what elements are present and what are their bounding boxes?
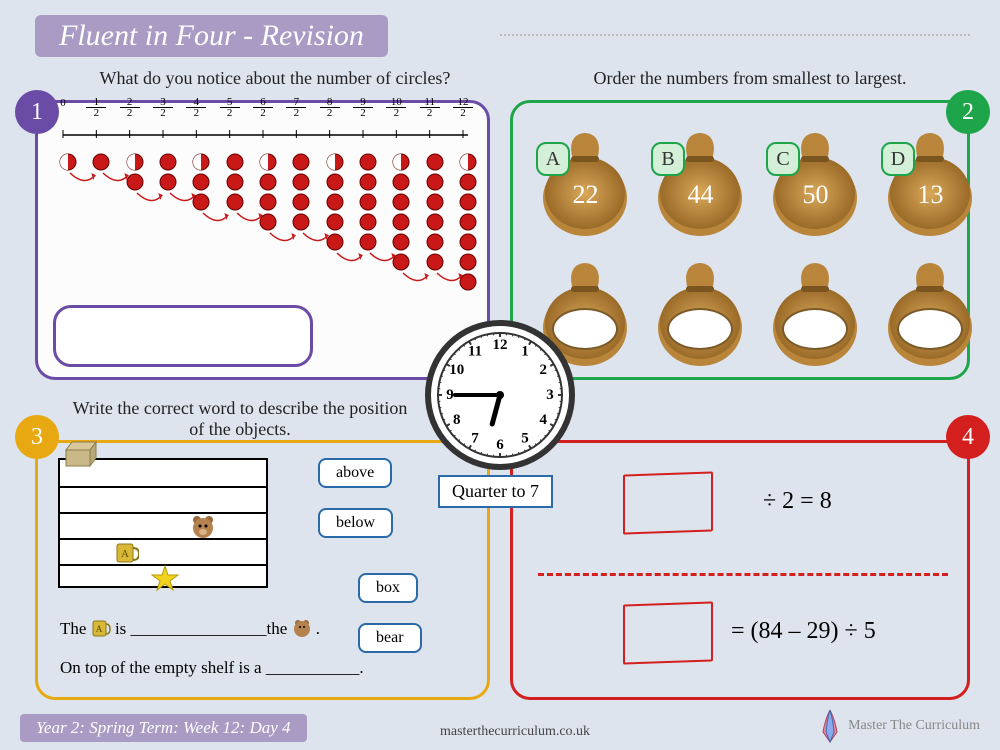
answer-box-1[interactable] — [623, 471, 713, 534]
star-icon — [150, 564, 180, 592]
svg-text:9: 9 — [446, 387, 454, 403]
svg-text:2: 2 — [540, 362, 548, 378]
mug-icon: A — [115, 540, 139, 564]
panel2: A22B44C50D13 — [510, 100, 970, 380]
svg-text:1: 1 — [521, 344, 529, 360]
panel3-prompt: Write the correct word to describe the p… — [70, 398, 410, 440]
clock: 12 12 3 45 6 78 9 1011 — [425, 320, 575, 470]
bag-A[interactable]: A22 — [538, 128, 633, 238]
bag-B[interactable]: B44 — [653, 128, 748, 238]
sentence-2: On top of the empty shelf is a _________… — [60, 658, 364, 678]
badge-2: 2 — [946, 90, 990, 134]
svg-text:4: 4 — [540, 412, 548, 428]
logo: Master The Curriculum — [815, 708, 980, 744]
panel4: ÷ 2 = 8 = (84 – 29) ÷ 5 — [510, 440, 970, 700]
speech-bubble[interactable] — [53, 305, 313, 367]
bag-answer[interactable] — [768, 258, 863, 368]
word-bear[interactable]: bear — [358, 623, 422, 653]
panel3: A above below box bear The A is ________… — [35, 440, 490, 700]
footer-url: masterthecurriculum.co.uk — [440, 724, 590, 740]
bear-icon — [190, 514, 216, 540]
svg-text:A: A — [121, 548, 129, 560]
svg-text:11: 11 — [468, 344, 482, 360]
bags-top-row: A22B44C50D13 — [538, 128, 978, 238]
dotted-rule — [500, 34, 970, 36]
footer-info: Year 2: Spring Term: Week 12: Day 4 — [20, 714, 307, 742]
svg-text:6: 6 — [496, 437, 504, 453]
bag-C[interactable]: C50 — [768, 128, 863, 238]
svg-text:5: 5 — [521, 430, 529, 446]
bag-answer[interactable] — [653, 258, 748, 368]
number-line: 0122232425262728292102112122 — [58, 115, 473, 144]
badge-3: 3 — [15, 415, 59, 459]
word-below[interactable]: below — [318, 508, 393, 538]
svg-text:A: A — [95, 624, 102, 634]
panel1: 0122232425262728292102112122 — [35, 100, 490, 380]
page-title: Fluent in Four - Revision — [35, 15, 388, 57]
word-above[interactable]: above — [318, 458, 392, 488]
word-box[interactable]: box — [358, 573, 418, 603]
panel2-prompt: Order the numbers from smallest to large… — [540, 68, 960, 89]
bear-icon — [292, 618, 312, 638]
badge-4: 4 — [946, 415, 990, 459]
equation-1: ÷ 2 = 8 — [763, 488, 832, 515]
svg-text:12: 12 — [493, 337, 508, 353]
bag-answer[interactable] — [883, 258, 978, 368]
clock-label: Quarter to 7 — [438, 475, 553, 508]
badge-1: 1 — [15, 90, 59, 134]
mug-icon: A — [91, 618, 111, 638]
svg-text:8: 8 — [453, 412, 461, 428]
svg-text:10: 10 — [449, 362, 464, 378]
equation-2: = (84 – 29) ÷ 5 — [731, 618, 876, 645]
svg-text:7: 7 — [471, 430, 479, 446]
box-icon — [64, 440, 98, 468]
divider — [538, 573, 948, 576]
bags-bottom-row — [538, 258, 978, 368]
panel1-prompt: What do you notice about the number of c… — [65, 68, 485, 89]
bag-D[interactable]: D13 — [883, 128, 978, 238]
shelf: A — [58, 458, 268, 588]
sentence-1: The A is ________________the . — [60, 618, 320, 639]
svg-text:3: 3 — [546, 387, 554, 403]
answer-box-2[interactable] — [623, 601, 713, 664]
